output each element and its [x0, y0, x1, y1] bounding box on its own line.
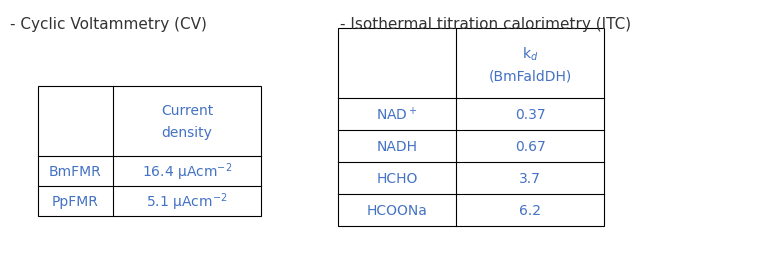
- Text: NADH: NADH: [376, 139, 417, 153]
- Text: (BmFaldDH): (BmFaldDH): [488, 69, 572, 83]
- Text: k$_d$: k$_d$: [522, 45, 538, 62]
- Text: 6.2: 6.2: [519, 203, 541, 217]
- Text: 0.67: 0.67: [515, 139, 546, 153]
- Text: - Cyclic Voltammetry (CV): - Cyclic Voltammetry (CV): [10, 17, 207, 32]
- Text: - Isothermal titration calorimetry (ITC): - Isothermal titration calorimetry (ITC): [340, 17, 631, 32]
- Text: 5.1 μAcm$^{-2}$: 5.1 μAcm$^{-2}$: [146, 190, 228, 212]
- Text: Current
density: Current density: [161, 103, 213, 140]
- Text: NAD$^+$: NAD$^+$: [376, 106, 418, 123]
- Text: 0.37: 0.37: [515, 108, 546, 121]
- Text: HCOONa: HCOONa: [367, 203, 427, 217]
- Text: 16.4 μAcm$^{-2}$: 16.4 μAcm$^{-2}$: [142, 161, 232, 182]
- Text: PpFMR: PpFMR: [52, 194, 99, 208]
- Bar: [338, 29, 604, 226]
- Text: HCHO: HCHO: [376, 171, 418, 185]
- Text: 3.7: 3.7: [519, 171, 541, 185]
- Bar: [38, 87, 261, 216]
- Text: BmFMR: BmFMR: [49, 164, 102, 178]
